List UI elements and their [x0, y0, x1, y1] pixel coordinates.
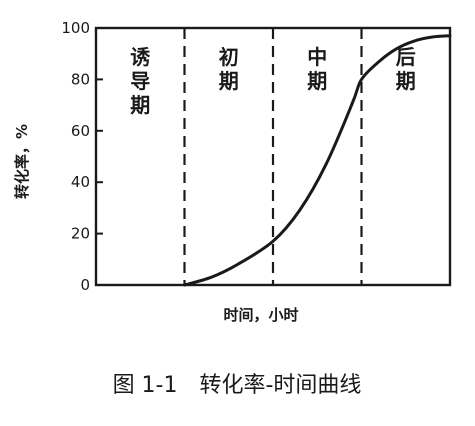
- y-tick-label: 20: [71, 225, 90, 243]
- y-tick-label: 60: [71, 122, 90, 140]
- y-tick-label: 80: [71, 70, 90, 88]
- y-tick-label: 100: [61, 19, 90, 37]
- stage-label: 诱导期: [130, 45, 150, 117]
- y-tick-label: 0: [80, 276, 90, 294]
- x-axis-label: 时间，小时: [223, 306, 298, 324]
- conversion-curve: [183, 34, 452, 287]
- stage-label: 后期: [396, 45, 416, 93]
- y-tick-label: 40: [71, 173, 90, 191]
- figure-caption: 图 1-1 转化率-时间曲线: [113, 373, 362, 398]
- axes: 0 20 40 60 80 100: [61, 19, 452, 294]
- plot-frame: [94, 26, 452, 287]
- y-axis-label: 转化率，%: [13, 124, 31, 199]
- stage-label: 初期: [219, 45, 239, 93]
- stage-label: 中期: [307, 45, 327, 93]
- plot-area: [183, 28, 452, 287]
